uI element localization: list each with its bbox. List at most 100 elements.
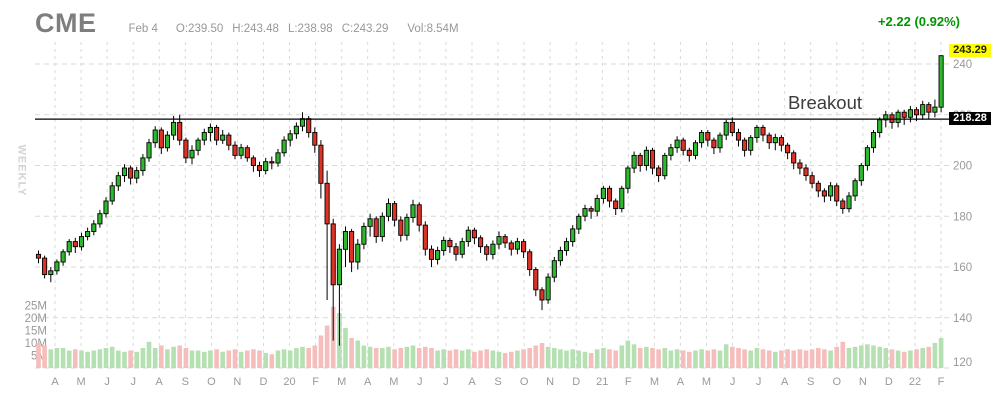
x-axis-label: F <box>938 376 945 388</box>
candle-body <box>846 195 852 210</box>
volume-bar <box>171 346 176 369</box>
candle-body <box>502 236 508 244</box>
x-axis-label: D <box>572 376 580 388</box>
ticker-symbol: CME <box>35 8 97 38</box>
candle-body <box>85 231 91 238</box>
x-axis-label: O <box>833 376 842 388</box>
volume-bar <box>619 345 625 368</box>
candle-body <box>680 139 686 151</box>
volume-bar <box>232 349 238 369</box>
x-axis-label: 21 <box>596 376 608 388</box>
x-axis-label: A <box>156 376 164 388</box>
quote-open: O:239.50 <box>175 23 224 35</box>
candle-body <box>269 161 275 164</box>
quote-close: C:243.29 <box>341 23 389 35</box>
price-tick-label: 240 <box>953 59 972 71</box>
volume-bar <box>140 348 146 368</box>
candle-body <box>662 154 668 177</box>
x-axis-label: N <box>546 376 554 388</box>
volume-bar <box>693 350 698 368</box>
candle-body <box>514 241 520 250</box>
candle-body <box>766 134 772 144</box>
volume-tick-label: 20M <box>25 313 47 325</box>
last-price-badge: 243.29 <box>949 44 991 57</box>
volume-bar <box>220 351 225 369</box>
candle-body <box>91 223 97 232</box>
candle-body <box>435 250 441 260</box>
x-axis-labels: A M J J A S O N D 20 F M A M J J A S O N D 21 F M A M J J A S O N D 22 F <box>51 376 944 388</box>
candle-body <box>858 165 864 182</box>
volume-bar <box>159 345 164 368</box>
candle-body <box>238 147 244 156</box>
volume-tick-label: 15M <box>25 326 47 338</box>
candle-body <box>164 134 170 149</box>
candle-body <box>232 144 238 156</box>
candle-body <box>717 134 723 149</box>
candle-body <box>349 231 355 263</box>
x-axis-label: J <box>443 376 449 388</box>
candle-body <box>901 111 907 118</box>
candle-body <box>834 185 840 202</box>
candle-body <box>643 149 649 166</box>
candle-body <box>557 250 563 262</box>
volume-bar <box>36 343 41 368</box>
volume-bar <box>48 349 54 369</box>
volume-bar <box>920 348 925 368</box>
volume-bar <box>650 348 655 368</box>
candle-body <box>453 246 459 255</box>
candle-body <box>324 182 330 225</box>
volume-bar <box>165 349 170 369</box>
candle-body <box>361 225 367 245</box>
volume-bar <box>785 349 790 369</box>
candle-body <box>441 239 447 251</box>
candle-body <box>281 139 287 154</box>
volume-bar <box>152 348 158 368</box>
candle-body <box>723 121 729 136</box>
candle-body <box>134 170 140 179</box>
candle-body <box>815 182 821 192</box>
volume-bar <box>717 350 723 368</box>
candle-body <box>465 229 471 243</box>
candle-body <box>656 167 662 177</box>
candle-body <box>600 187 606 199</box>
volume-bar <box>779 350 784 368</box>
volume-bar <box>680 350 686 368</box>
volume-bar <box>760 349 766 369</box>
candle-body <box>312 132 318 146</box>
volume-bar <box>625 340 631 368</box>
volume-bar <box>251 349 256 369</box>
volume-bars <box>36 306 944 369</box>
volume-bar <box>545 346 551 369</box>
x-axis-label: D <box>885 376 893 388</box>
timeframe-label: WEEKLY <box>15 144 28 197</box>
candle-body <box>576 215 582 230</box>
volume-bar <box>773 351 778 369</box>
volume-bar <box>410 345 416 368</box>
candle-body <box>570 228 576 243</box>
candle-body <box>158 129 164 149</box>
volume-bar <box>644 346 649 369</box>
candle-body <box>496 236 502 245</box>
volume-bar <box>582 351 588 369</box>
candle-body <box>521 241 527 253</box>
candle-body <box>883 114 889 121</box>
volume-bar <box>926 346 932 369</box>
volume-bar <box>208 350 213 368</box>
candle-body <box>527 251 533 271</box>
candle-body <box>385 203 392 217</box>
volume-bar <box>122 351 127 369</box>
volume-bar <box>226 350 232 368</box>
candle-body <box>778 137 784 146</box>
volume-bar <box>637 348 643 368</box>
volume-bar <box>435 350 440 368</box>
candle-body <box>625 167 631 189</box>
volume-bar <box>558 349 563 369</box>
candle-body <box>582 208 588 217</box>
candle-body <box>729 121 735 133</box>
candle-body <box>330 223 336 286</box>
candle-body <box>109 185 115 202</box>
candle-body <box>907 109 913 118</box>
x-axis-label: F <box>312 376 319 388</box>
volume-bar <box>447 350 453 368</box>
